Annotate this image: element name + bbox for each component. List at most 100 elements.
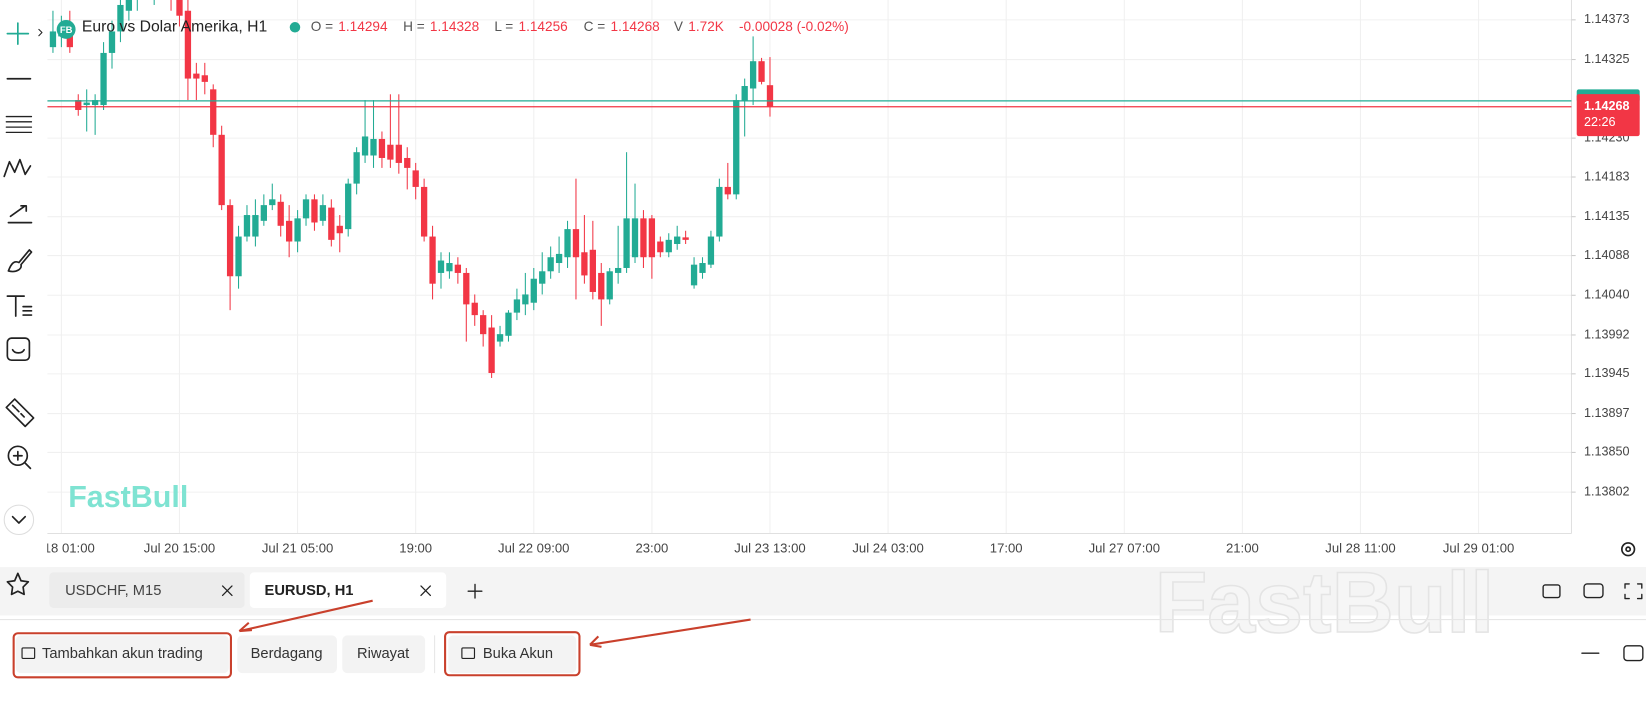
y-tick-label: 1.14135 <box>1584 209 1629 223</box>
window-button[interactable] <box>1583 583 1604 599</box>
button-label[interactable]: Berdagang <box>251 646 323 662</box>
change: -0.00028 (-0.02%) <box>739 19 849 34</box>
emoji-tool[interactable] <box>6 337 31 362</box>
stat-label: H = <box>403 19 425 34</box>
candle-body <box>125 0 133 11</box>
candle-body <box>674 236 681 244</box>
stat-value: 1.14268 <box>610 19 659 34</box>
candle-body <box>581 252 588 276</box>
candle-body <box>404 157 411 168</box>
collapse-icon <box>11 515 27 524</box>
candle-body <box>429 236 436 284</box>
x-tick-label: 17:00 <box>990 541 1023 556</box>
candle-body <box>108 31 116 53</box>
tab-active[interactable] <box>249 572 447 609</box>
tab[interactable] <box>49 572 245 609</box>
add-tab[interactable] <box>467 583 483 599</box>
candle-body <box>387 144 394 160</box>
candle-body <box>640 218 647 258</box>
price-axis: 1.143731.143251.142301.141831.141351.140… <box>1571 12 1630 498</box>
button[interactable] <box>448 635 577 674</box>
maximize-button[interactable] <box>1623 645 1644 662</box>
ohlc: O = 1.14294 H = 1.14328 L = 1.14256 C = 1.14268… <box>311 19 724 34</box>
pattern-tool[interactable] <box>3 158 32 178</box>
fullscreen-button[interactable] <box>1624 583 1643 600</box>
brush-tool[interactable] <box>7 249 33 273</box>
candle-body <box>370 138 377 156</box>
x-tick-label: Jul 24 03:00 <box>852 541 923 556</box>
candle-body <box>235 236 242 277</box>
x-tick-label: Jul 21 05:00 <box>262 541 333 556</box>
candle-body <box>319 205 327 221</box>
button[interactable] <box>237 635 337 674</box>
annotation-arrow <box>589 618 751 648</box>
tab-label[interactable]: USDCHF, M15 <box>65 583 161 599</box>
stat-label: C = <box>584 19 606 34</box>
y-tick-label: 1.13850 <box>1584 445 1629 459</box>
emoji-face <box>11 348 25 354</box>
grid <box>47 0 1572 534</box>
candle-body <box>699 263 706 273</box>
tab-close[interactable] <box>221 585 233 597</box>
button-label[interactable]: Riwayat <box>357 646 409 662</box>
symbol-badge <box>56 19 76 39</box>
button-label[interactable]: Buka Akun <box>483 646 553 662</box>
layout-button[interactable] <box>1542 584 1561 599</box>
button[interactable] <box>342 635 426 674</box>
status-dot <box>289 22 301 33</box>
candle-body <box>243 215 251 237</box>
symbol-name[interactable]: Euro vs Dolar Amerika, H1 <box>82 18 267 35</box>
expand-tool[interactable] <box>38 28 43 37</box>
countdown: 22:26 <box>1584 115 1615 129</box>
candle-body <box>260 205 267 221</box>
fib-tool[interactable] <box>5 115 33 133</box>
candle-body <box>66 31 73 48</box>
text-tool[interactable] <box>6 295 33 317</box>
candle-body <box>345 183 352 230</box>
y-tick-label: 1.13897 <box>1584 406 1629 420</box>
button-label[interactable]: Tambahkan akun trading <box>42 646 203 662</box>
settings-icon <box>1625 546 1632 553</box>
tab-close[interactable] <box>420 585 432 597</box>
settings-button[interactable] <box>1621 542 1636 557</box>
candle-body <box>766 85 774 107</box>
button-icon <box>21 647 36 660</box>
candle-body <box>572 229 580 258</box>
collapse-button[interactable] <box>3 504 35 536</box>
zoom-tool[interactable] <box>7 445 29 467</box>
projection-tool[interactable] <box>7 204 33 224</box>
ruler-tool[interactable] <box>5 398 35 428</box>
tab-label[interactable]: EURUSD, H1 <box>265 583 354 599</box>
candle-body <box>480 315 487 335</box>
candle-body <box>193 73 200 79</box>
candle-body <box>606 271 613 300</box>
candle-body <box>286 220 293 242</box>
candle-body <box>252 215 259 237</box>
candle-body <box>437 260 445 273</box>
price-lines <box>47 100 1572 108</box>
candle-body <box>741 86 748 101</box>
button[interactable] <box>15 635 229 674</box>
candle-body <box>361 136 369 156</box>
candles <box>49 0 774 378</box>
candle-body <box>505 312 512 336</box>
x-tick-label: Jul 29 01:00 <box>1443 541 1514 556</box>
candle-body <box>83 102 90 106</box>
favorite-button[interactable] <box>6 572 30 596</box>
stat-label: L = <box>494 19 513 34</box>
candle-body <box>446 263 453 272</box>
candle-body <box>412 170 419 187</box>
x-tick-label: Jul 22 09:00 <box>498 541 569 556</box>
y-tick-label: 1.13992 <box>1584 327 1629 341</box>
crosshair-tool[interactable] <box>6 22 30 45</box>
candle-body <box>201 75 208 82</box>
candle-body <box>614 267 622 273</box>
candle-body <box>682 237 689 240</box>
candle-body <box>665 239 672 253</box>
y-tick-label: 1.14088 <box>1584 248 1629 262</box>
candle-body <box>463 272 470 305</box>
stat-value: 1.14328 <box>430 19 479 34</box>
candle-body <box>496 334 504 342</box>
candle-body <box>277 201 284 226</box>
